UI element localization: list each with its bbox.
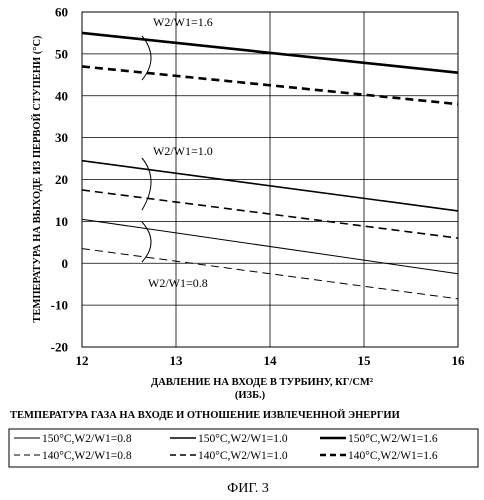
y-tick-label: 10 [55,214,68,229]
legend: 150°C,W2/W1=0.8 150°C,W2/W1=1.0 150°C,W2/W… [14,433,438,462]
figure-caption: ФИГ. 3 [227,481,269,496]
legend-title: ТЕМПЕРАТУРА ГАЗА НА ВХОДЕ И ОТНОШЕНИЕ ИЗ… [10,409,400,421]
bracket-1-0 [142,158,151,210]
x-tick-labels: 12 13 14 15 16 [76,353,466,368]
x-tick-label: 14 [264,353,278,368]
y-tick-label: 0 [62,256,69,271]
x-tick-label: 16 [452,353,466,368]
legend-label: 150°C,W2/W1=1.6 [348,433,438,445]
annotation-0-8: W2/W1=0.8 [148,276,208,290]
y-tick-labels: 60 50 40 30 20 10 0 -10 -20 [51,5,68,355]
x-axis-label-sub: (ИЗБ.) [235,390,266,401]
annotation-1-6: W2/W1=1.6 [153,15,213,29]
y-tick-label: -20 [51,340,68,355]
legend-label: 140°C,W2/W1=1.0 [198,450,288,462]
grid [82,12,458,347]
y-tick-label: 40 [55,88,68,103]
y-tick-label: 30 [55,130,68,145]
legend-label: 140°C,W2/W1=1.6 [348,450,438,462]
legend-label: 150°C,W2/W1=1.0 [198,433,288,445]
x-tick-label: 15 [358,353,372,368]
x-tick-label: 13 [170,353,184,368]
legend-label: 140°C,W2/W1=0.8 [42,450,132,462]
legend-label: 150°C,W2/W1=0.8 [42,433,132,445]
annotation-1-0: W2/W1=1.0 [153,144,213,158]
x-axis-label: ДАВЛЕНИЕ НА ВХОДЕ В ТУРБИНУ, КГ/СМ² [151,377,373,388]
y-tick-label: 50 [55,46,68,61]
y-tick-label: -10 [51,298,68,313]
x-tick-label: 12 [76,353,89,368]
y-tick-label: 60 [55,5,68,20]
y-tick-label: 20 [55,172,68,187]
y-axis-label: ТЕМПЕРАТУРА НА ВЫХОДЕ ИЗ ПЕРВОЙ СТУПЕНИ … [31,35,43,323]
